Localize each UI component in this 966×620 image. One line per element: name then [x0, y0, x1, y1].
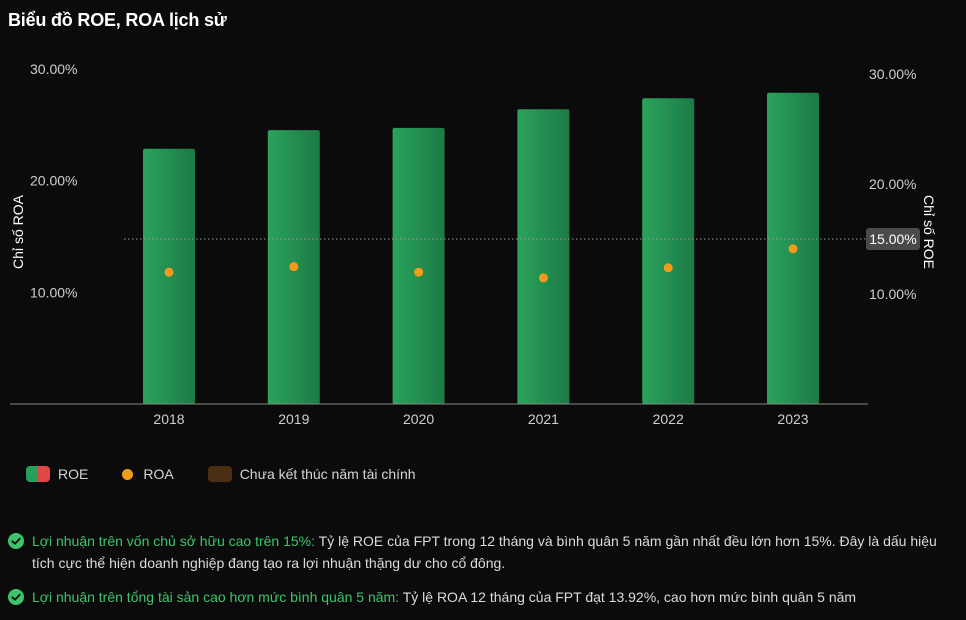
x-tick-label-2018: 2018 [153, 411, 184, 427]
y-axis-left-title: Chỉ số ROA [10, 194, 26, 269]
roe-swatch-icon [26, 466, 50, 482]
check-circle-icon [8, 589, 24, 605]
y-right-tick-label: 10.00% [869, 286, 916, 302]
x-tick-label-2023: 2023 [777, 411, 808, 427]
legend-item-roe[interactable]: ROE [26, 466, 88, 482]
roe-roa-chart: 2018 2019 2020 2021 2022 2023 10.00% 20.00% 30.… [10, 61, 937, 427]
insight-notes: Lợi nhuận trên vốn chủ sở hữu cao trên 1… [8, 530, 948, 620]
legend-item-roa[interactable]: ROA [122, 466, 174, 482]
x-tick-label-2020: 2020 [403, 411, 434, 427]
y-right-tick-label: 30.00% [869, 66, 916, 82]
x-tick-label-2022: 2022 [653, 411, 684, 427]
roe-bar-2022[interactable] [642, 98, 695, 404]
roa-point-2018[interactable] [164, 267, 174, 277]
insight-note-roe: Lợi nhuận trên vốn chủ sở hữu cao trên 1… [8, 530, 948, 574]
roe-bar-2020[interactable] [392, 127, 445, 405]
insight-roe-text: Tỷ lệ ROE của FPT trong 12 tháng và bình… [32, 533, 937, 571]
page-title: Biểu đồ ROE, ROA lịch sử [8, 10, 227, 30]
y-axis-right-title: Chỉ số ROE [921, 195, 937, 269]
reference-badge [866, 228, 920, 250]
legend-label-pending: Chưa kết thúc năm tài chính [239, 466, 416, 482]
roa-point-2021[interactable] [538, 273, 548, 283]
chart-legend: ROE ROA Chưa kết thúc năm tài chính [26, 466, 450, 482]
pending-swatch-icon [207, 466, 232, 482]
check-circle-icon [8, 533, 24, 549]
y-left-tick-label: 10.00% [30, 284, 77, 300]
insight-roe-heading: Lợi nhuận trên vốn chủ sở hữu cao trên 1… [32, 533, 316, 549]
insight-roa-text: Tỷ lệ ROA 12 tháng của FPT đạt 13.92%, c… [399, 589, 857, 605]
x-tick-label-2019: 2019 [278, 411, 309, 427]
roa-point-2019[interactable] [289, 262, 299, 272]
x-tick-label-2021: 2021 [528, 411, 559, 427]
y-left-tick-label: 20.00% [30, 173, 77, 189]
roa-point-2020[interactable] [414, 267, 424, 277]
legend-label-roe: ROE [58, 466, 89, 482]
insight-roa-heading: Lợi nhuận trên tổng tài sản cao hơn mức … [32, 589, 400, 605]
roa-point-2023[interactable] [788, 244, 798, 254]
y-right-tick-label: 20.00% [869, 176, 916, 192]
y-left-tick-label: 30.00% [30, 61, 77, 77]
reference-badge-label: 15.00% [869, 231, 916, 247]
roa-point-2022[interactable] [663, 263, 673, 273]
legend-item-pending[interactable]: Chưa kết thúc năm tài chính [207, 466, 416, 482]
insight-note-roa: Lợi nhuận trên tổng tài sản cao hơn mức … [8, 586, 948, 608]
roa-dot-icon [122, 468, 134, 480]
legend-label-roa: ROA [143, 466, 174, 482]
roe-bar-2021[interactable] [517, 109, 570, 404]
